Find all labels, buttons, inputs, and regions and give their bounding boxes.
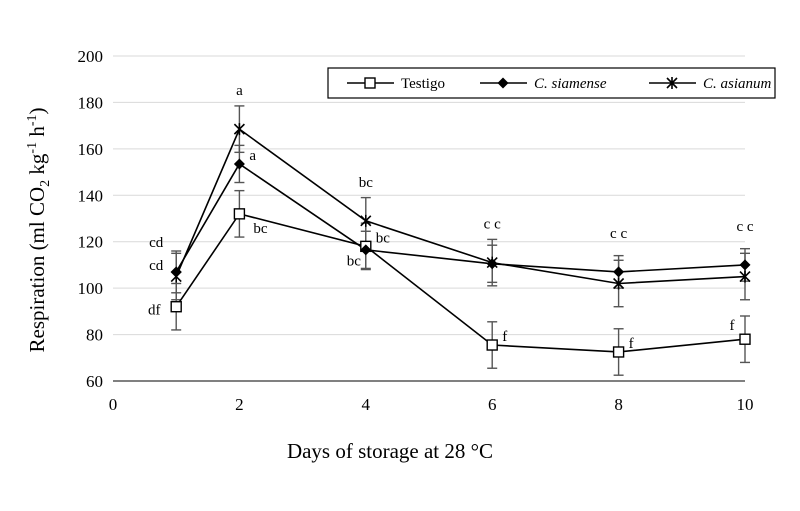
significance-letter: f xyxy=(502,329,507,345)
y-axis-title-sup2: -1 xyxy=(25,115,40,127)
legend-item-testigo: Testigo xyxy=(347,76,445,92)
legend: Testigo C. siamense C. asianum xyxy=(327,67,776,99)
data-point-c-siamense xyxy=(360,244,372,256)
x-tick-label: 6 xyxy=(488,395,497,414)
series-line-testigo xyxy=(175,212,746,353)
legend-marker-testigo xyxy=(364,77,376,89)
y-axis-title-end: ) xyxy=(25,108,49,115)
data-point-c-siamense xyxy=(739,259,751,271)
y-tick-label: 60 xyxy=(86,372,103,391)
data-point-c-siamense xyxy=(613,266,625,278)
legend-marker-c-siamense xyxy=(497,77,509,89)
x-tick-label: 8 xyxy=(614,395,623,414)
y-tick-label: 120 xyxy=(78,233,104,252)
y-axis-title-mid2: h xyxy=(25,126,49,142)
significance-letter: f xyxy=(629,336,634,352)
significance-letter: c c xyxy=(610,226,627,242)
x-tick-label: 4 xyxy=(362,395,371,414)
data-point-c-asianum xyxy=(360,214,372,227)
data-point-testigo xyxy=(612,346,625,358)
series-lines xyxy=(175,127,746,353)
significance-letter: c c xyxy=(736,219,753,235)
significance-letter: cd xyxy=(149,258,164,274)
significance-letter: c c xyxy=(484,217,501,233)
data-point-c-asianum xyxy=(613,277,625,290)
y-tick-label: 140 xyxy=(78,186,104,205)
data-point-testigo xyxy=(170,301,182,313)
data-point-c-asianum xyxy=(486,256,498,269)
y-tick-label: 180 xyxy=(78,93,104,112)
data-point-c-asianum xyxy=(170,270,182,283)
significance-letter: cd xyxy=(149,235,164,251)
x-tick-label: 10 xyxy=(737,395,754,414)
y-tick-label: 80 xyxy=(86,326,103,345)
data-point-c-siamense xyxy=(233,158,245,170)
significance-letter: a xyxy=(236,83,243,99)
significance-letter: bc xyxy=(376,230,391,246)
y-axis-title-mid: kg xyxy=(25,153,49,180)
significance-letter: bc xyxy=(347,253,362,269)
data-point-testigo xyxy=(486,339,498,351)
legend-item-c-asianum: C. asianum xyxy=(649,76,772,92)
y-axis-title-sub: 2 xyxy=(38,180,53,187)
data-point-c-asianum xyxy=(233,123,245,136)
y-tick-label: 200 xyxy=(78,47,104,66)
legend-label-testigo: Testigo xyxy=(401,76,445,92)
significance-letter: bc xyxy=(253,221,268,237)
x-tick-label: 0 xyxy=(109,395,118,414)
y-tick-label: 160 xyxy=(78,140,104,159)
tick-labels: 60 80 100 120 140 160 180 200 0 2 4 6 8 10 xyxy=(78,47,754,414)
y-axis-title: Respiration (ml CO2 kg-1 h-1) xyxy=(25,108,53,353)
legend-item-c-siamense: C. siamense xyxy=(480,76,607,92)
significance-letter: df xyxy=(148,303,161,319)
y-axis-title-main: Respiration (ml CO xyxy=(25,187,49,353)
series-line-c-asianum xyxy=(175,127,746,285)
data-point-testigo xyxy=(739,333,751,345)
y-axis-title-sup1: -1 xyxy=(25,142,40,154)
series-line-c-siamense xyxy=(175,162,746,273)
x-axis-title: Days of storage at 28 °C xyxy=(287,439,493,463)
significance-letter: a xyxy=(249,148,256,164)
legend-marker-c-asianum xyxy=(666,77,678,89)
significance-letter: f xyxy=(730,318,735,334)
series-markers xyxy=(170,123,751,358)
y-tick-label: 100 xyxy=(78,279,104,298)
x-tick-label: 2 xyxy=(235,395,244,414)
legend-label-c-asianum: C. asianum xyxy=(703,76,772,92)
legend-label-c-siamense: C. siamense xyxy=(534,76,607,92)
data-point-testigo xyxy=(233,208,246,220)
data-point-c-asianum xyxy=(739,270,751,283)
significance-letter: bc xyxy=(359,175,374,191)
legend-box xyxy=(327,67,776,99)
